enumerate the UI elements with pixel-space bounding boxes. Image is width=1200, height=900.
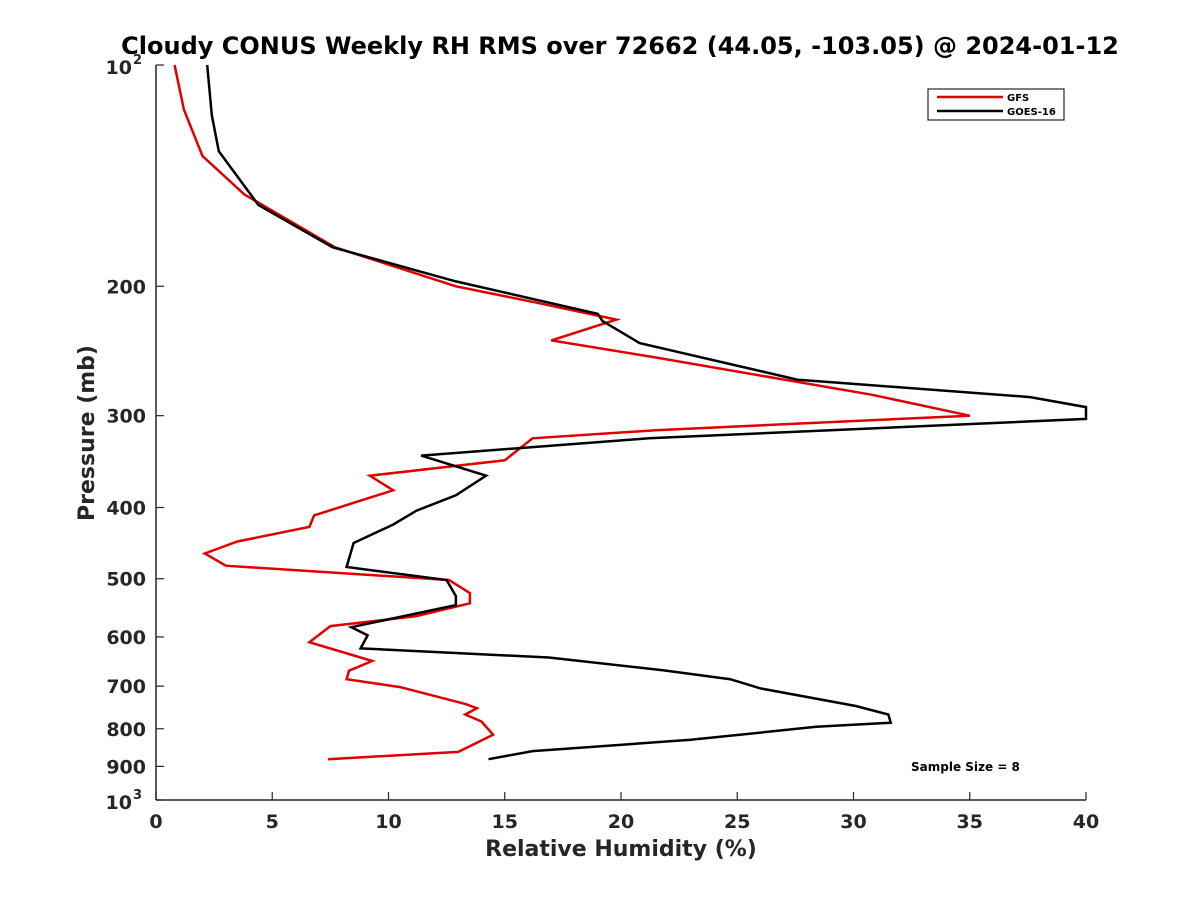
y-tick-label: 200 (106, 276, 146, 298)
x-tick-label: 20 (608, 811, 634, 833)
series-layer (173, 64, 1088, 761)
x-ticks: 0 5 10 15 20 25 30 35 40 (149, 792, 1099, 833)
y-tick-label: 500 (106, 569, 146, 591)
sample-size-annotation: Sample Size = 8 (911, 760, 1020, 774)
y-tick-label: 10 (106, 57, 132, 79)
x-tick-label: 30 (840, 811, 866, 833)
plot-area: 0 5 10 15 20 25 30 35 40 10 220030040050060070080… (106, 53, 1100, 833)
legend-label-goes16: GOES-16 (1007, 107, 1056, 118)
x-tick-label: 40 (1073, 811, 1099, 833)
y-tick-exponent: 2 (133, 53, 142, 68)
y-tick-label: 300 (106, 406, 146, 428)
x-tick-label: 15 (492, 811, 518, 833)
y-tick-label: 600 (106, 627, 146, 649)
x-tick-label: 5 (266, 811, 279, 833)
y-tick-label: 700 (106, 676, 146, 698)
x-tick-label: 35 (957, 811, 983, 833)
y-axis-label: Pressure (mb) (75, 345, 100, 521)
legend-label-gfs: GFS (1007, 93, 1029, 104)
y-tick-label: 900 (106, 756, 146, 778)
y-tick-label: 10 (106, 792, 132, 814)
y-tick-exponent: 3 (133, 788, 142, 803)
legend: GFS GOES-16 (927, 88, 1065, 121)
x-tick-label: 10 (375, 811, 401, 833)
x-axis-label: Relative Humidity (%) (485, 837, 757, 862)
series-line-goes16 (205, 64, 1088, 761)
x-tick-label: 25 (724, 811, 750, 833)
series-line-gfs (173, 64, 971, 761)
y-tick-label: 400 (106, 498, 146, 520)
y-tick-label: 800 (106, 719, 146, 741)
x-tick-label: 0 (149, 811, 162, 833)
legend-box (927, 88, 1065, 121)
chart-title: Cloudy CONUS Weekly RH RMS over 72662 (4… (121, 32, 1119, 60)
